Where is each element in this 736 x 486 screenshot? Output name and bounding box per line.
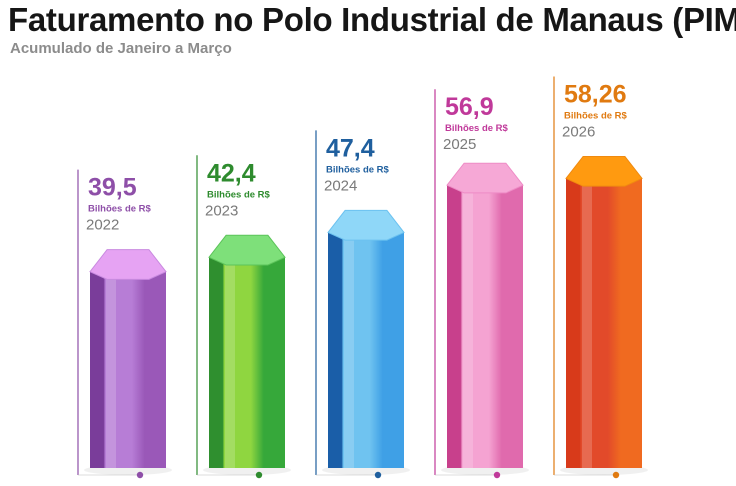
bar-dot — [493, 471, 501, 479]
unit-label: Bilhões de R$ — [326, 164, 390, 175]
bar-cap — [446, 162, 524, 194]
category-label-2025: 2025 — [443, 136, 476, 153]
bar — [447, 185, 523, 468]
bar-dot — [612, 471, 620, 479]
bar — [90, 271, 166, 468]
bar-dot — [255, 471, 263, 479]
bar-highlight — [344, 232, 354, 468]
bar — [328, 232, 404, 468]
chart-title: Faturamento no Polo Industrial de Manaus… — [8, 1, 736, 38]
data-label-2024: 47,4 — [326, 134, 375, 162]
bar — [209, 257, 285, 468]
chart-subtitle: Acumulado de Janeiro a Março — [10, 40, 232, 57]
bar-highlight — [582, 178, 592, 468]
bar — [566, 178, 642, 468]
unit-label: Bilhões de R$ — [564, 110, 628, 121]
bar-highlight — [106, 271, 116, 468]
bar-cap — [565, 155, 643, 187]
bar-highlight — [225, 257, 235, 468]
bar-2024 — [315, 130, 410, 479]
category-label-2024: 2024 — [324, 177, 357, 194]
bar-2026 — [553, 76, 648, 479]
bar-dot — [136, 471, 144, 479]
unit-label: Bilhões de R$ — [88, 204, 152, 215]
bar-cap — [89, 249, 167, 280]
data-label-2023: 42,4 — [207, 159, 256, 187]
unit-label: Bilhões de R$ — [207, 189, 271, 200]
data-label-2026: 58,26 — [564, 80, 627, 108]
data-label-2025: 56,9 — [445, 93, 494, 121]
bar-cap — [327, 209, 405, 241]
bar-dot — [374, 471, 382, 479]
bar-cap — [208, 234, 286, 266]
unit-label: Bilhões de R$ — [445, 123, 509, 134]
bar-2025 — [434, 89, 529, 479]
bar-highlight — [463, 185, 473, 468]
category-label-2026: 2026 — [562, 123, 595, 140]
category-label-2022: 2022 — [86, 217, 119, 234]
category-label-2023: 2023 — [205, 202, 238, 219]
bar-2022 — [77, 169, 172, 479]
bar-2023 — [196, 155, 291, 479]
data-label-2022: 39,5 — [88, 174, 137, 202]
